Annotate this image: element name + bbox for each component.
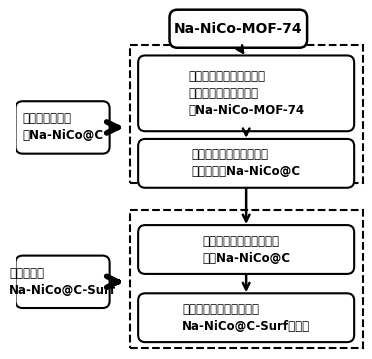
FancyBboxPatch shape [138,225,354,274]
FancyBboxPatch shape [138,293,354,342]
FancyBboxPatch shape [170,10,307,48]
Text: 室温下用乙醇浸泡处理，
得到Na-NiCo@C: 室温下用乙醇浸泡处理， 得到Na-NiCo@C [202,234,290,265]
FancyBboxPatch shape [138,56,354,131]
Text: 在氢气氛围中热解得到催
化剂前驱体Na-NiCo@C: 在氢气氛围中热解得到催 化剂前驱体Na-NiCo@C [192,148,301,178]
FancyBboxPatch shape [16,256,110,308]
FancyBboxPatch shape [16,101,110,154]
Text: 制备催化剂前驱
体Na-NiCo@C: 制备催化剂前驱 体Na-NiCo@C [22,112,103,143]
Text: 制备催化剂
Na-NiCo@C-Surf: 制备催化剂 Na-NiCo@C-Surf [9,267,116,297]
Bar [129,45,363,183]
Text: Na-NiCo-MOF-74: Na-NiCo-MOF-74 [174,22,303,36]
Bar [129,210,363,348]
Text: 在氮气氛围中处理，得到
Na-NiCo@C-Surf催化剂: 在氮气氛围中处理，得到 Na-NiCo@C-Surf催化剂 [182,303,310,333]
Text: 室温下用乙醇浸泡处理，
得到提纯的金属有机框
架Na-NiCo-MOF-74: 室温下用乙醇浸泡处理， 得到提纯的金属有机框 架Na-NiCo-MOF-74 [188,70,304,117]
FancyBboxPatch shape [138,139,354,188]
